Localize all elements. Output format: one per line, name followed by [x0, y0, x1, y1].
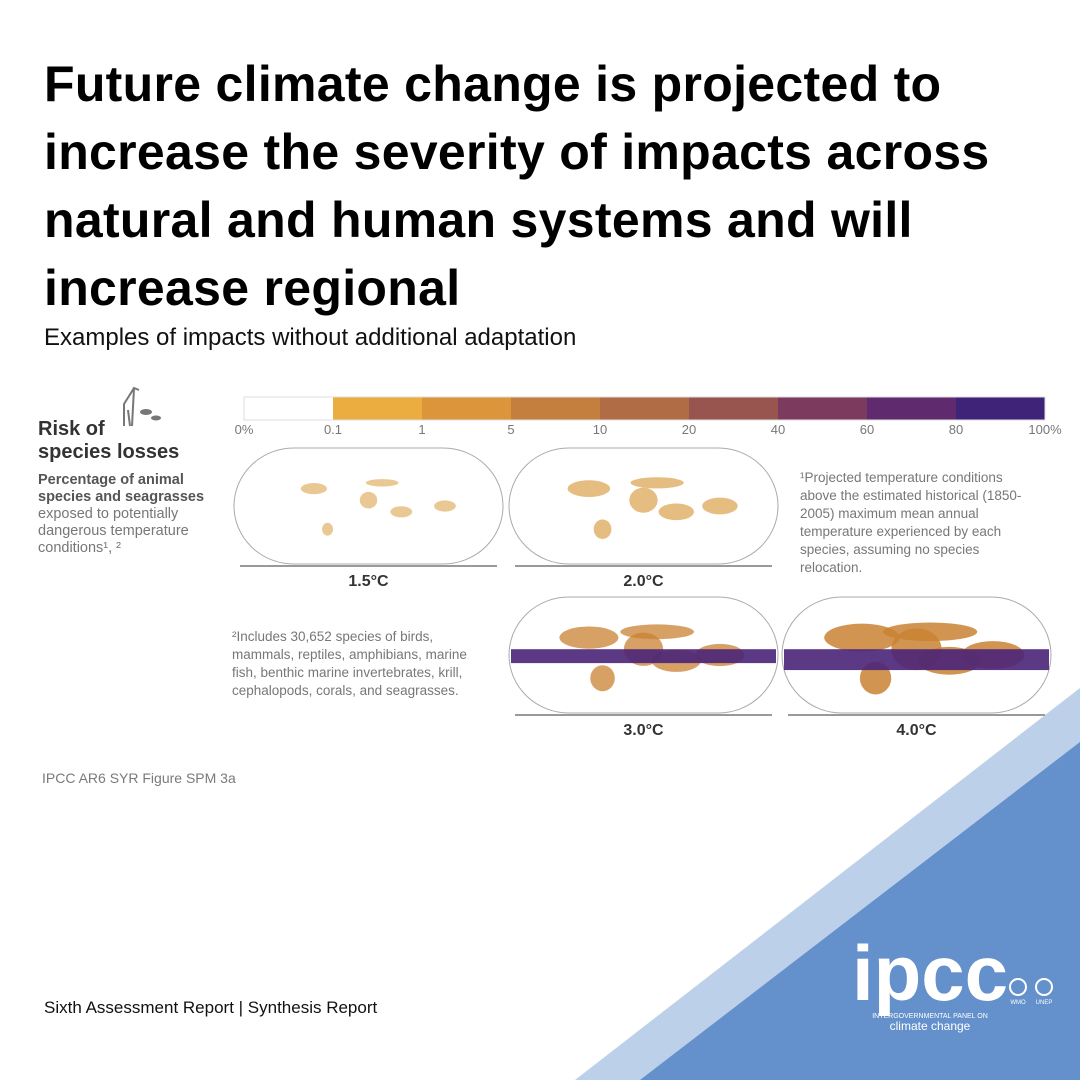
legend-label: 0.1: [324, 422, 342, 437]
impact-area: [702, 497, 738, 515]
legend-label: 20: [682, 422, 696, 437]
impact-area: [300, 483, 328, 495]
logo-name: ipcc: [852, 929, 1008, 1017]
legend-swatch: [778, 397, 868, 420]
impact-area: [434, 500, 456, 512]
footer: Sixth Assessment Report | Synthesis Repo…: [44, 998, 378, 1017]
logo-line2: climate change: [890, 1019, 971, 1033]
world-map: [508, 447, 779, 567]
impact-area: [359, 491, 378, 509]
world-map: [781, 596, 1052, 716]
map-label: 3.0°C: [623, 722, 664, 739]
impact-area: [559, 626, 619, 649]
panel-description: Percentage of animal species and seagras…: [38, 472, 216, 557]
legend-label: 1: [418, 422, 425, 437]
panel-title-line: Risk of: [38, 418, 105, 440]
legend-label: 5: [507, 422, 514, 437]
panel-title-line: species losses: [38, 441, 180, 463]
impact-area: [567, 480, 611, 497]
map-label: 4.0°C: [896, 722, 937, 739]
maps: 1.5°C 2.0°C 3.0°C 4.0°C: [233, 447, 1052, 739]
legend-label: 80: [949, 422, 963, 437]
legend-swatch: [956, 397, 1046, 420]
legend-swatch: [333, 397, 423, 420]
impact-area: [593, 519, 612, 539]
description-bold: Percentage of animal species and seagras…: [38, 472, 205, 505]
legend-label: 100%: [1028, 422, 1062, 437]
legend-label: 10: [593, 422, 607, 437]
world-map: [233, 447, 504, 567]
giraffe-icon: [123, 386, 140, 427]
impact-area: [390, 506, 413, 518]
partner1: WMO: [1010, 1000, 1026, 1006]
fish-icon: [140, 409, 161, 421]
impact-area: [824, 623, 900, 652]
wmo-emblem: [1009, 978, 1027, 996]
legend-swatch: [511, 397, 601, 420]
impact-area: [322, 522, 334, 536]
impact-area: [629, 487, 658, 513]
impact-band: [784, 649, 1049, 671]
footnote: ¹Projected temperature conditions above …: [800, 470, 1022, 575]
source: IPCC AR6 SYR Figure SPM 3a: [42, 770, 236, 786]
legend-label: 40: [771, 422, 785, 437]
logo-line1: INTERGOVERNMENTAL PANEL ON: [872, 1013, 988, 1020]
impact-area: [658, 503, 695, 521]
impact-area: [883, 622, 978, 642]
world-map: [508, 596, 779, 716]
unep-emblem: [1035, 978, 1053, 996]
map-label: 2.0°C: [623, 573, 664, 590]
dark-triangle: [640, 742, 1080, 1080]
legend-swatch: [244, 397, 334, 420]
impact-band: [511, 649, 776, 664]
legend-swatch: [422, 397, 512, 420]
description: exposed to potentially dangerous tempera…: [38, 506, 189, 556]
footnote: ²Includes 30,652 species of birds, mamma…: [232, 629, 467, 698]
panel-title: Risk of species losses: [38, 418, 179, 464]
legend-swatch: [689, 397, 779, 420]
legend-label: 60: [860, 422, 874, 437]
map-label: 1.5°C: [348, 573, 389, 590]
colorbar: 0% 0.1 1 5 10 20 40 60 80 100%: [235, 396, 1062, 437]
legend-label: 0%: [235, 422, 254, 437]
subtitle: Examples of impacts without additional a…: [44, 324, 577, 351]
impact-area: [365, 479, 399, 487]
partner2: UNEP: [1036, 1000, 1053, 1006]
legend-swatch: [600, 397, 690, 420]
impact-area: [630, 477, 684, 489]
title: Future climate change is projected to in…: [44, 56, 990, 316]
impact-area: [590, 665, 615, 692]
impact-area: [620, 624, 695, 640]
legend-swatch: [867, 397, 957, 420]
colorbar-frame: [243, 396, 1046, 421]
